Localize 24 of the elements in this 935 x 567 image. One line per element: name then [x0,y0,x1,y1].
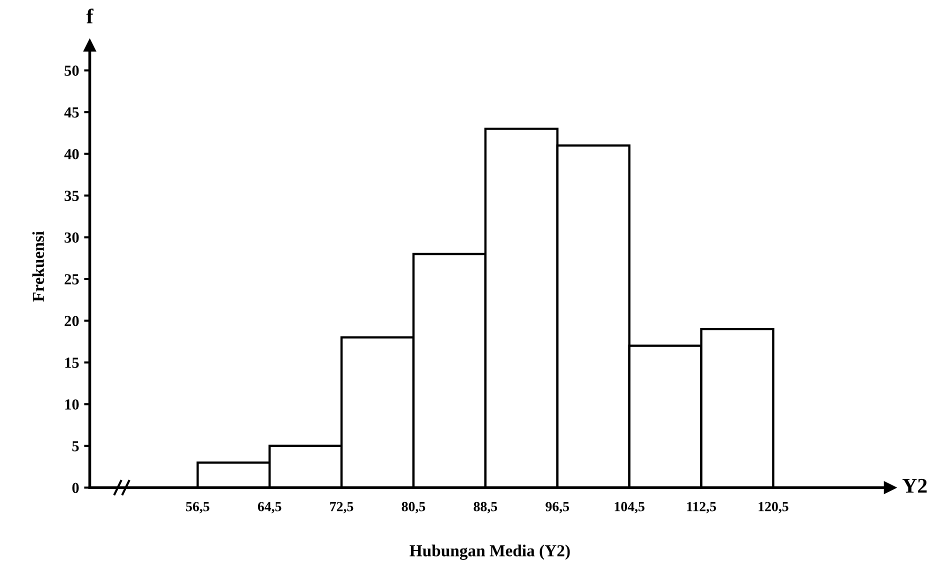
y-tick-label: 15 [65,358,79,368]
text: f [86,8,94,24]
x-tick-label: 112,5 [687,502,716,514]
x-tick-label: 64,5 [258,502,282,514]
y-tick-label: 5 [72,441,79,452]
text: Y2 [902,478,927,493]
y-tick-label: 50 [64,66,79,76]
y-tick-label: 30 [64,232,79,243]
y-tick-label: 20 [64,316,79,326]
y-tick-label: 10 [65,399,79,410]
x-tick-label: 104,5 [614,502,644,514]
x-tick-label: 120,5 [758,502,788,514]
y-tick-label: 0 [72,482,79,494]
y-tick-label: 40 [64,148,79,160]
x-tick-label: 88,5 [474,502,498,514]
x-tick-label: 72,5 [330,502,354,514]
x-tick-label: 80,5 [402,502,426,514]
x-tick-label: 96,5 [546,502,570,514]
y-tick-label: 35 [64,190,79,202]
y-tick-label: 45 [64,107,79,118]
x-tick-label: 56,5 [186,502,210,514]
y-axis-title: Frekuensi [32,231,44,302]
y-tick-label: 25 [64,274,79,284]
x-axis-title: Hubungan Media (Y2) [410,544,570,560]
